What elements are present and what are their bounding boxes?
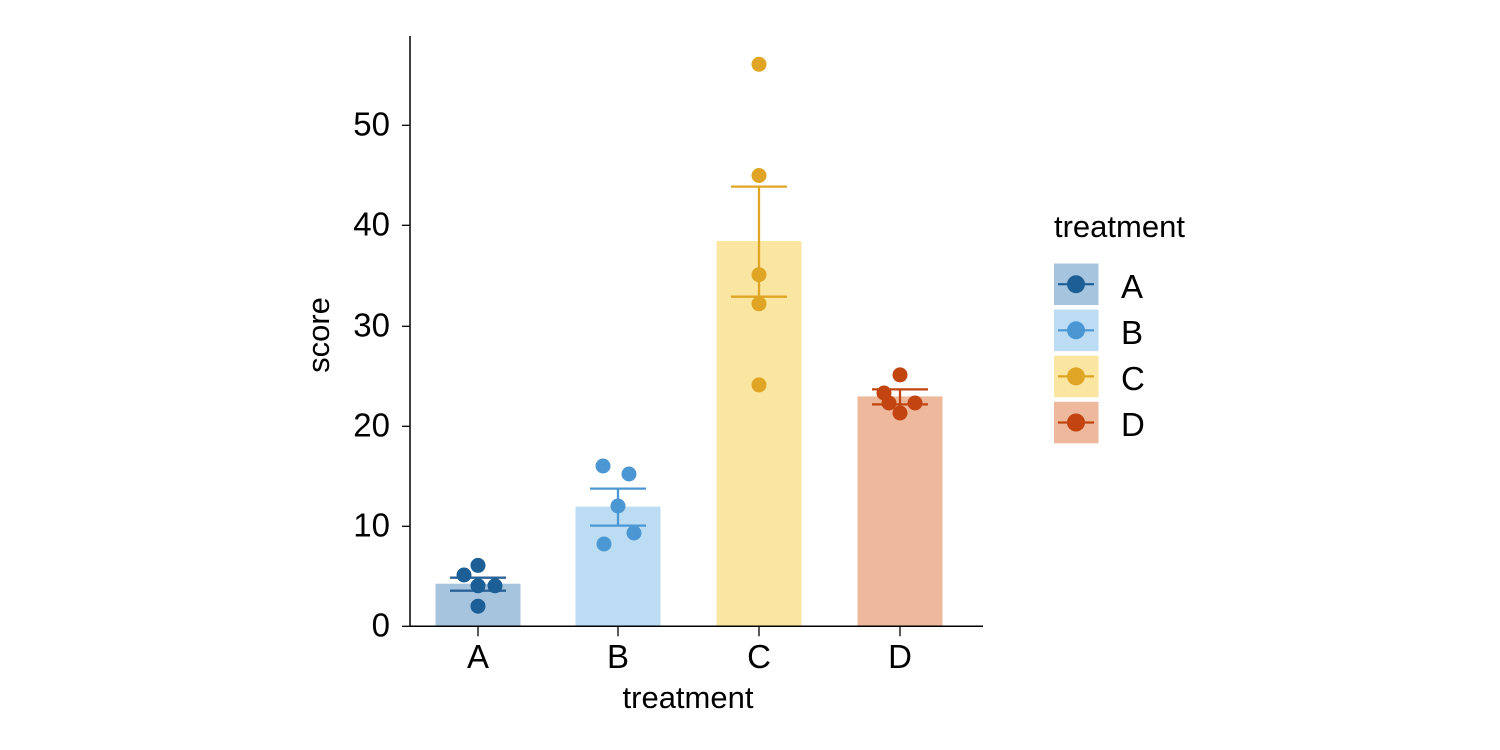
svg-text:C: C — [1121, 360, 1145, 397]
svg-text:D: D — [888, 638, 912, 675]
svg-text:A: A — [467, 638, 489, 675]
svg-text:treatment: treatment — [1054, 209, 1185, 244]
svg-text:D: D — [1121, 406, 1145, 443]
svg-text:score: score — [301, 297, 336, 373]
svg-text:B: B — [607, 638, 629, 675]
svg-text:40: 40 — [353, 206, 390, 243]
svg-text:C: C — [747, 638, 771, 675]
svg-text:B: B — [1121, 314, 1143, 351]
svg-text:0: 0 — [372, 607, 390, 644]
svg-text:treatment: treatment — [623, 680, 754, 715]
svg-text:50: 50 — [353, 106, 390, 143]
svg-text:20: 20 — [353, 407, 390, 444]
svg-text:10: 10 — [353, 507, 390, 544]
svg-text:30: 30 — [353, 307, 390, 344]
svg-text:A: A — [1121, 268, 1143, 305]
